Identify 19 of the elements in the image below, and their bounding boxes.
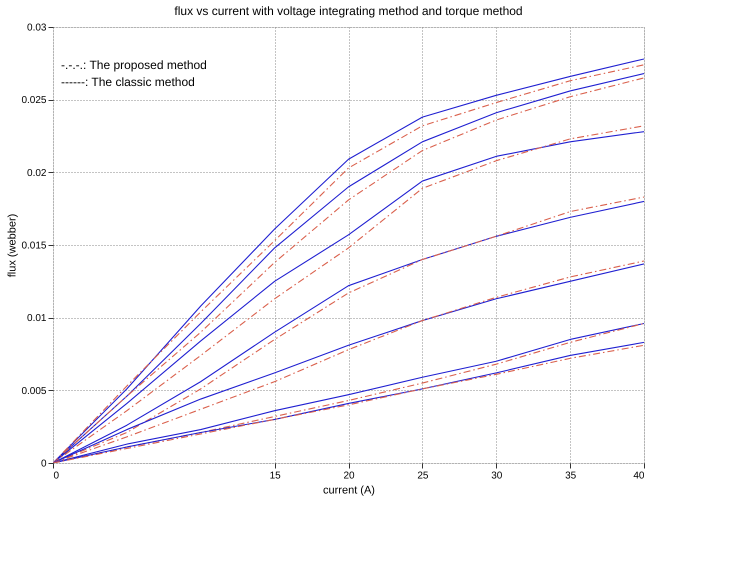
y-tick-label: 0.01 <box>27 313 47 324</box>
y-tick-label: 0 <box>40 458 47 470</box>
x-tick-label: 35 <box>565 470 577 482</box>
x-tick-label: 25 <box>417 470 429 482</box>
y-tick-label: 0.005 <box>21 386 47 397</box>
x-tick-label: 30 <box>491 470 503 482</box>
y-tick-label: 0.025 <box>21 95 47 106</box>
y-tick-label: 0.02 <box>27 168 47 179</box>
x-axis-title: current (A) <box>323 484 375 496</box>
x-tick-label: 0 <box>54 470 60 482</box>
x-tick-label: 15 <box>270 470 282 482</box>
x-tick-label: 20 <box>343 470 355 482</box>
chart-title: flux vs current with voltage integrating method and torque method <box>174 4 523 18</box>
x-tick-label: 40 <box>633 470 645 482</box>
annotation: ------: The classic method <box>61 75 195 89</box>
annotation: -.-.-.: The proposed method <box>61 58 207 72</box>
y-tick-label: 0.03 <box>27 22 47 34</box>
y-tick-label: 0.015 <box>21 240 47 252</box>
y-axis-title: flux (webber) <box>6 214 18 278</box>
